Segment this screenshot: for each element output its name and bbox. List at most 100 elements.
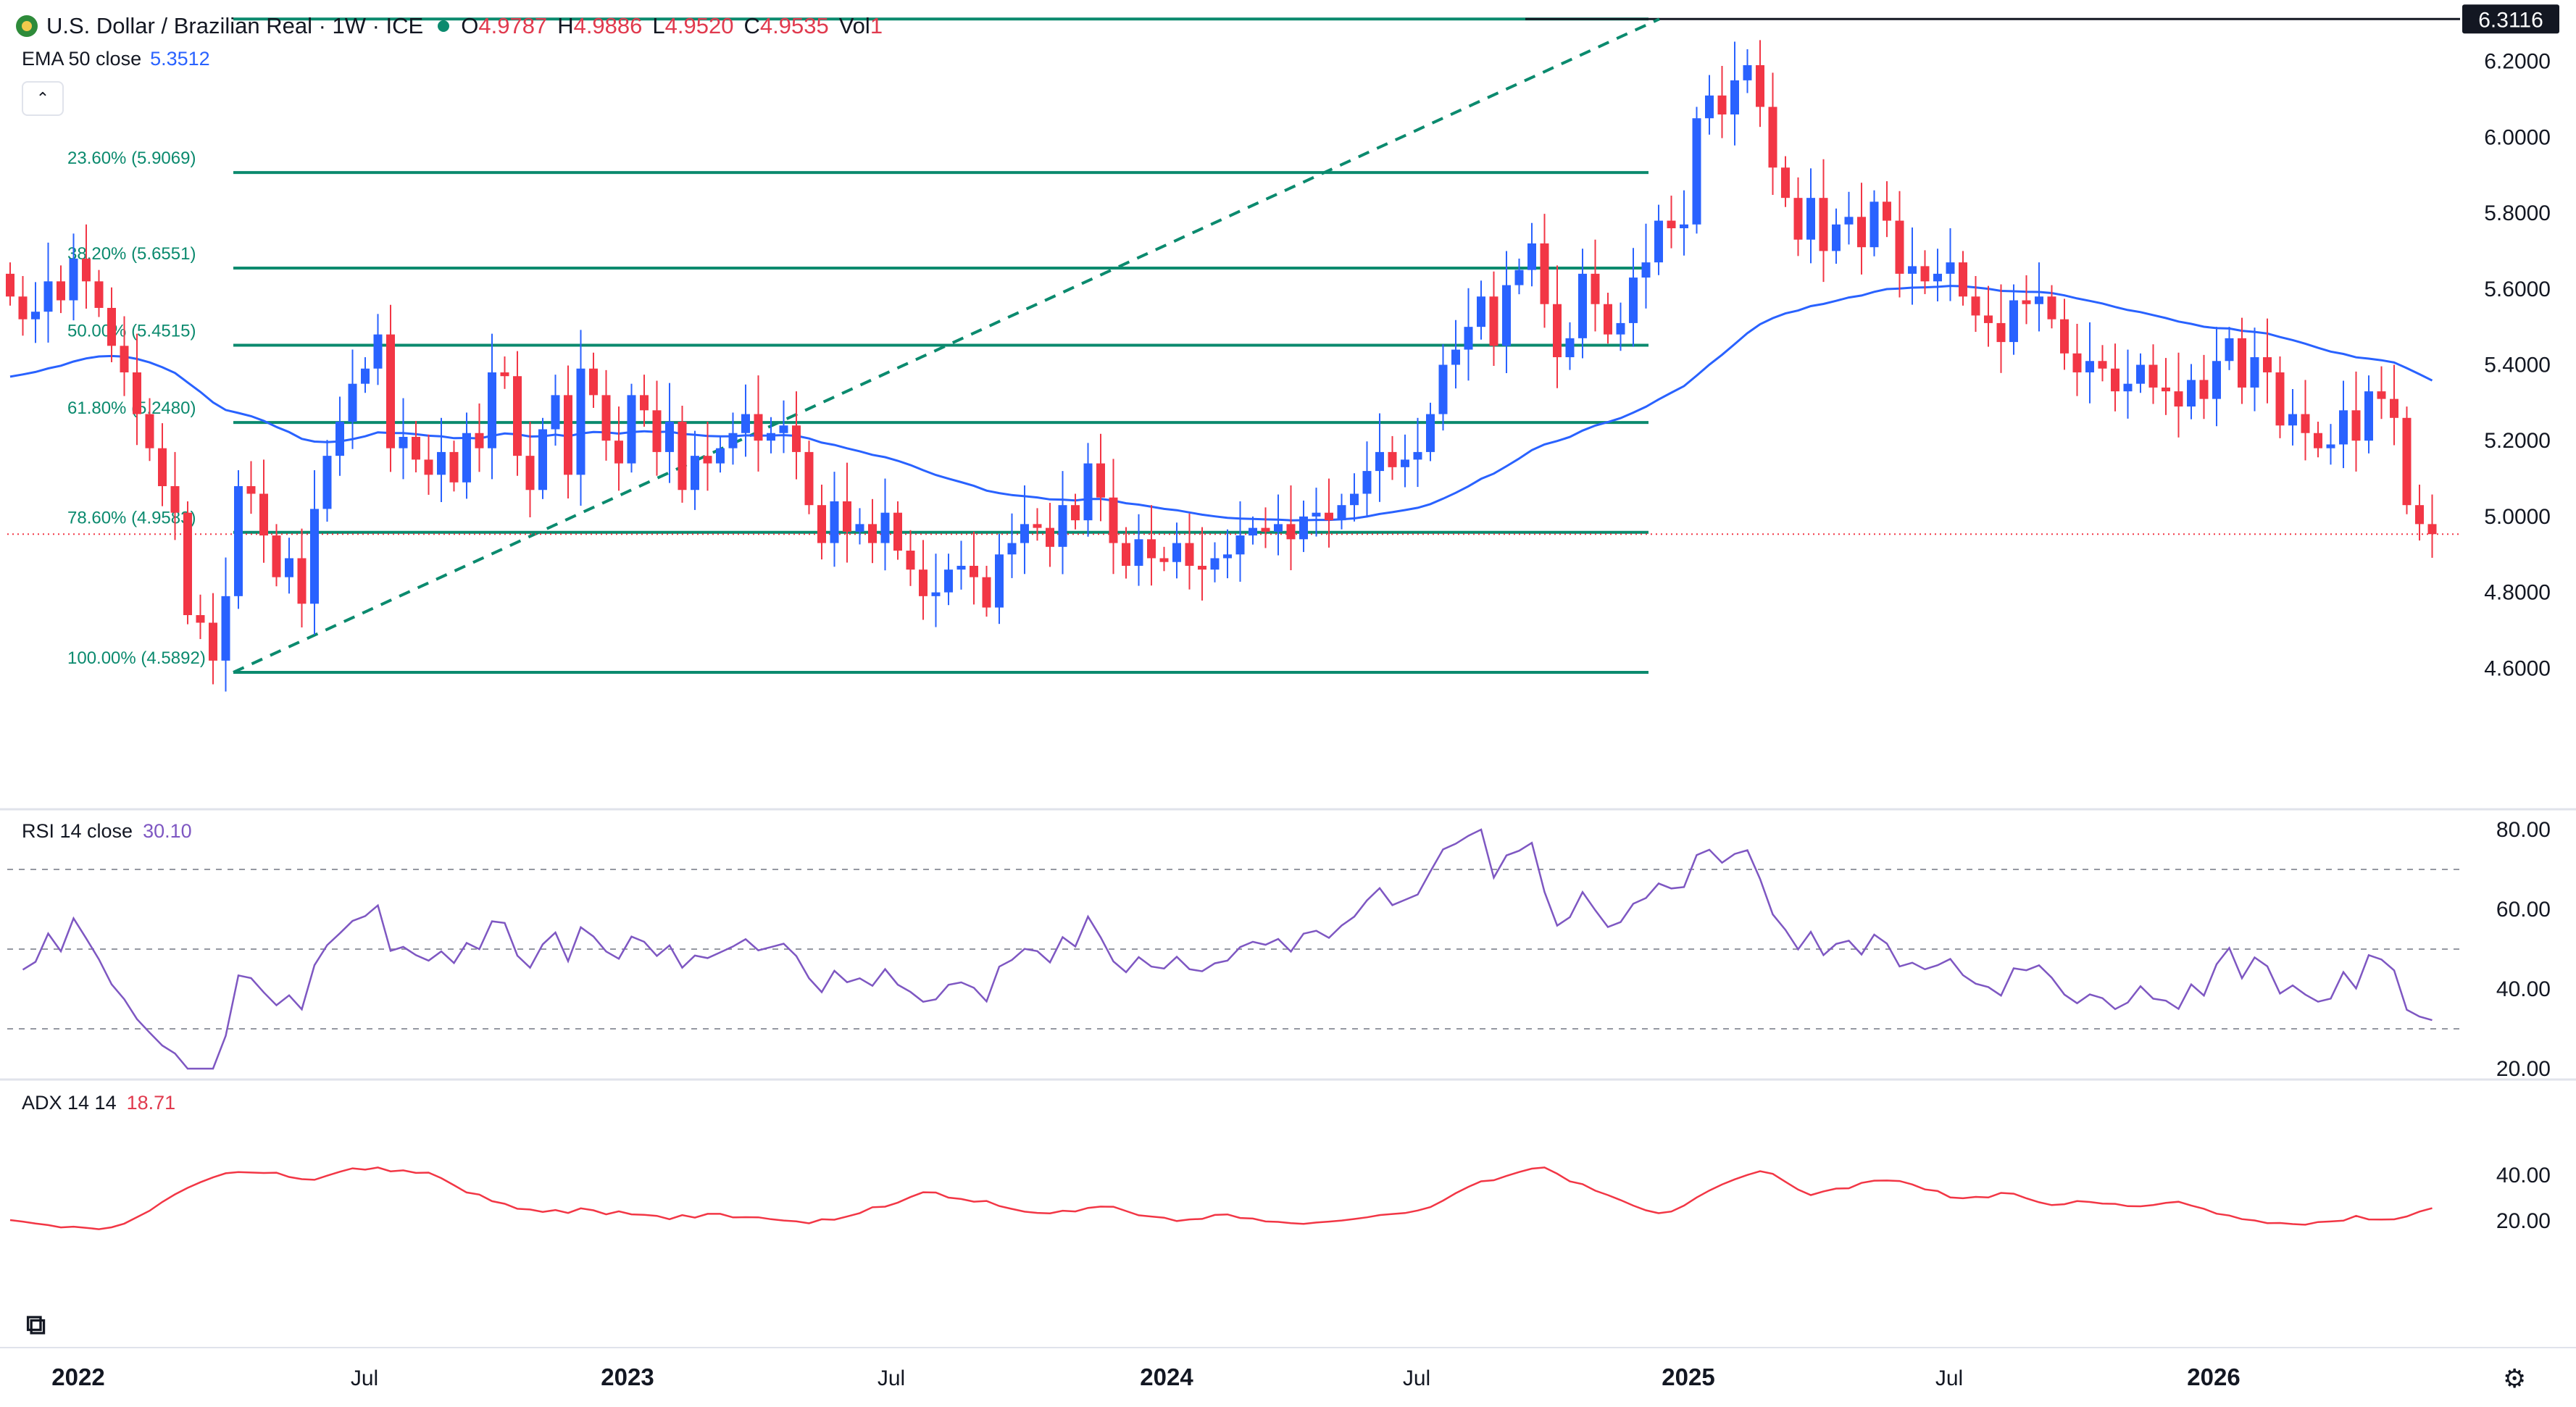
candle-body	[1514, 270, 1524, 285]
rsi-legend[interactable]: RSI 14 close 30.10	[22, 820, 192, 843]
candle-body	[1489, 296, 1499, 346]
symbol-title[interactable]: U.S. Dollar / Brazilian Real · 1W · ICE	[46, 13, 424, 38]
candle-body	[2390, 398, 2398, 418]
candle-body	[2085, 361, 2094, 372]
volume-label: Vol	[838, 13, 870, 38]
candle-body	[2162, 387, 2170, 392]
price-tick-label: 5.0000	[2484, 505, 2551, 529]
candle-body	[1768, 107, 1777, 168]
adx-panel	[9, 1166, 2433, 1230]
candle-body	[2250, 357, 2259, 388]
candle-body	[322, 456, 332, 509]
candle-body	[2072, 353, 2082, 372]
rsi-tick-label: 20.00	[2496, 1057, 2551, 1081]
candle-body	[589, 368, 598, 396]
candle-body	[285, 558, 293, 577]
candle-body	[893, 512, 902, 551]
candle-body	[1261, 527, 1270, 532]
price-tick-label: 5.8000	[2484, 201, 2551, 225]
price-tick-label: 6.2000	[2484, 50, 2551, 74]
candle-body	[1819, 198, 1828, 251]
high-value: 4.9886	[573, 13, 643, 38]
candle-body	[2364, 391, 2373, 441]
candle-body	[728, 433, 738, 448]
candle-body	[2111, 368, 2119, 392]
ema50-line	[9, 285, 2433, 522]
candle-body	[462, 433, 471, 483]
tradingview-logo[interactable]: ⧉	[26, 1310, 46, 1340]
candle-body	[1692, 118, 1701, 225]
candle-body	[982, 577, 991, 608]
ema-value: 5.3512	[150, 48, 210, 70]
close-value: 4.9535	[759, 13, 829, 38]
candle-body	[614, 441, 623, 464]
candle-body	[1223, 554, 1232, 559]
fib-trend-line	[233, 17, 1660, 674]
candle-body	[1134, 539, 1143, 566]
rsi-tick-label: 60.00	[2496, 898, 2551, 922]
candle-body	[2238, 338, 2246, 388]
candle-body	[1756, 64, 1764, 107]
rsi-value: 30.10	[143, 820, 192, 842]
candle-body	[1235, 535, 1245, 555]
candle-body	[1806, 198, 1815, 240]
gear-icon[interactable]: ⚙	[2503, 1364, 2527, 1393]
rsi-label: RSI 14 close	[22, 820, 133, 842]
fib-level-label: 61.80% (5.2480)	[67, 398, 196, 418]
candle-body	[310, 509, 319, 604]
high-label: H	[557, 13, 574, 38]
candle-body	[196, 615, 205, 623]
candle-body	[1527, 243, 1536, 270]
time-tick-label: 2023	[601, 1364, 654, 1390]
candle-body	[1996, 322, 2006, 343]
candle-body	[1020, 524, 1029, 543]
candle-body	[2060, 319, 2069, 354]
candle-body	[1249, 527, 1257, 536]
candle-body	[2136, 364, 2145, 384]
candle-body	[513, 376, 522, 456]
candle-body	[297, 558, 307, 604]
candle-body	[944, 569, 953, 593]
adx-legend[interactable]: ADX 14 14 18.71	[22, 1092, 175, 1114]
candle-body	[170, 486, 180, 513]
candle-body	[272, 535, 281, 577]
candle-body	[2326, 444, 2335, 448]
close-label: C	[743, 13, 760, 38]
ema-line	[9, 285, 2433, 522]
currency-flag-icon	[16, 15, 38, 37]
candle-body	[1920, 266, 1930, 282]
candle-body	[843, 501, 851, 532]
candle-body	[1895, 220, 1904, 274]
candle-body	[2288, 414, 2297, 426]
candle-body	[1857, 217, 1866, 248]
market-status-icon	[438, 20, 450, 32]
axes: 6.40006.20006.00005.80005.60005.40005.20…	[51, 4, 2559, 1390]
ema-legend[interactable]: EMA 50 close 5.3512	[22, 48, 210, 70]
candle-body	[1883, 201, 1891, 221]
candle-body	[1844, 217, 1854, 225]
time-tick-label: Jul	[1403, 1366, 1430, 1390]
candle-body	[2123, 383, 2133, 392]
candle-body	[1286, 524, 1296, 540]
time-tick-label: 2022	[51, 1364, 104, 1390]
candle-body	[2351, 410, 2361, 441]
collapse-legend-button[interactable]: ⌃	[22, 81, 64, 116]
candle-body	[209, 622, 217, 661]
candle-body	[754, 414, 763, 441]
candle-body	[424, 459, 433, 475]
adx-value: 18.71	[126, 1092, 176, 1114]
fibonacci-retracement: 23.60% (5.9069)38.20% (5.6551)50.00% (5.…	[7, 17, 2460, 674]
candle-body	[640, 395, 649, 411]
candle-body	[1832, 224, 1841, 251]
candle-body	[1033, 524, 1042, 528]
candle-body	[2415, 505, 2424, 525]
candle-body	[2098, 361, 2107, 369]
candle-body	[1426, 414, 1435, 452]
fib-level-label: 50.00% (5.4515)	[67, 322, 196, 341]
candle-body	[94, 281, 104, 308]
candle-body	[386, 334, 395, 448]
candle-body	[703, 456, 712, 464]
candle-body	[361, 368, 370, 384]
candle-body	[2275, 372, 2285, 426]
